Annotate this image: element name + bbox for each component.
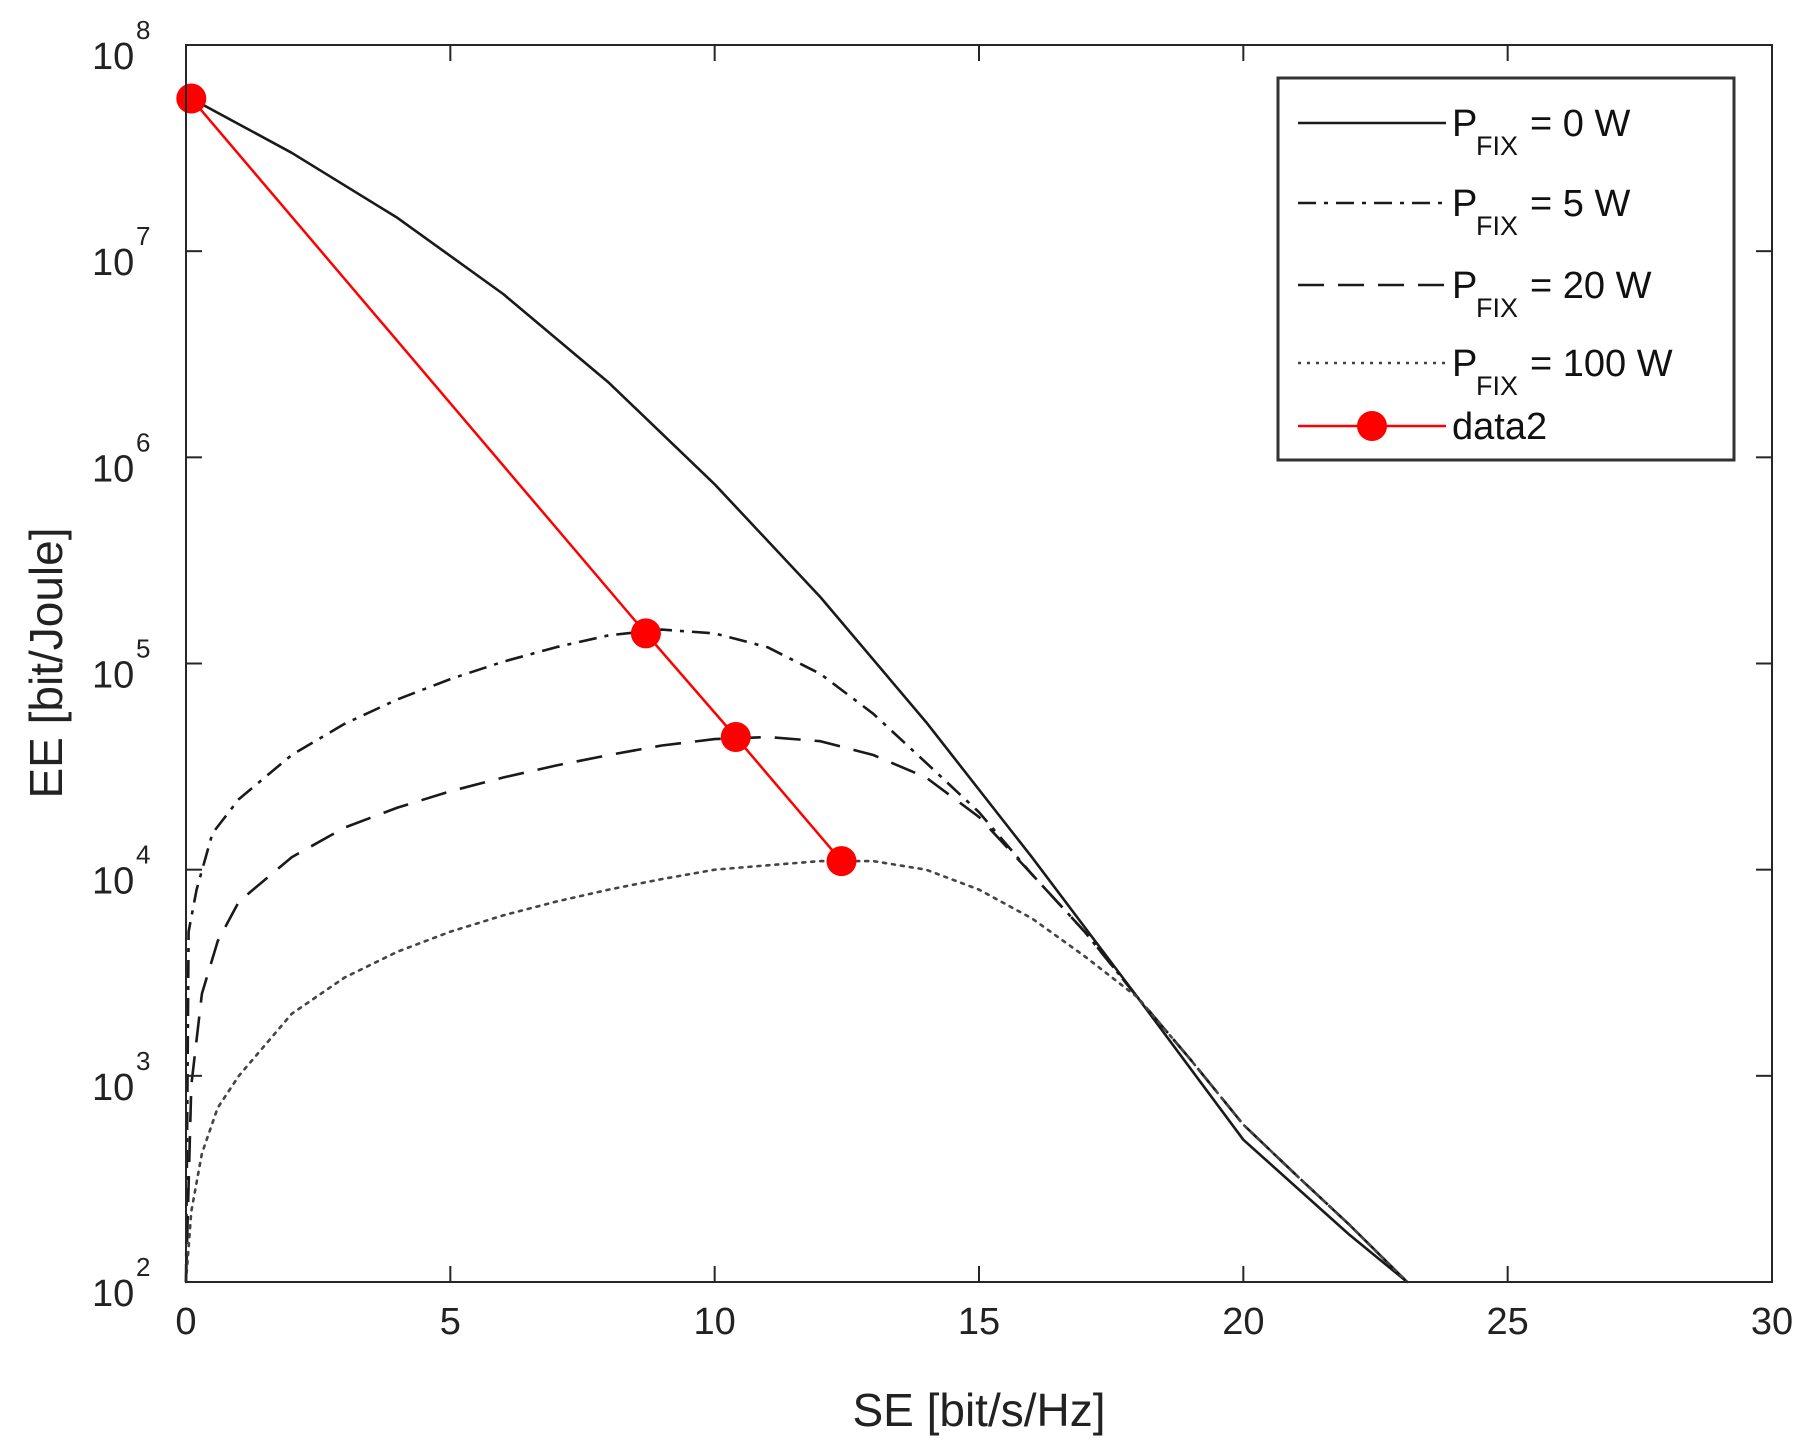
data-point-marker [176, 83, 207, 114]
series-line-2 [184, 735, 1409, 1283]
series-line-4 [190, 97, 843, 862]
y-tick-label-exponent: 7 [136, 221, 150, 251]
y-tick-label-base: 10 [92, 36, 134, 78]
legend-label-rest-0: = 0 W [1530, 103, 1630, 145]
y-tick-label-base: 10 [92, 1273, 134, 1315]
series-layer [176, 83, 1409, 1284]
y-tick-label-exponent: 5 [136, 634, 150, 664]
series-line-0 [190, 97, 1409, 1284]
y-tick-label-exponent: 4 [136, 840, 150, 870]
legend-label-1: P [1452, 183, 1477, 225]
y-tick-label-base: 10 [92, 1067, 134, 1109]
x-tick-label: 30 [1751, 1301, 1793, 1343]
legend-label-rest-2: = 20 W [1530, 265, 1652, 307]
x-tick-label: 0 [175, 1301, 196, 1343]
legend-box [1276, 76, 1736, 462]
x-tick-label: 25 [1487, 1301, 1529, 1343]
y-tick-label-exponent: 3 [136, 1046, 150, 1076]
data-point-marker [826, 846, 857, 877]
y-tick-label-base: 10 [92, 242, 134, 284]
y-tick-label-exponent: 8 [136, 15, 150, 45]
legend-label-rest-3: = 100 W [1530, 343, 1673, 385]
legend-label-3: P [1452, 343, 1477, 385]
legend-marker [1357, 411, 1387, 441]
legend-label-sub-1: FIX [1476, 211, 1518, 241]
x-tick-label: 10 [694, 1301, 736, 1343]
legend-label-sub-3: FIX [1476, 371, 1518, 401]
y-tick-label-base: 10 [92, 655, 134, 697]
y-tick-label-exponent: 2 [136, 1252, 150, 1282]
legend-label-2: P [1452, 265, 1477, 307]
y-tick-label-base: 10 [92, 448, 134, 490]
data-point-marker [630, 618, 661, 649]
legend-label-sub-0: FIX [1476, 131, 1518, 161]
legend-label-rest-1: = 5 W [1530, 183, 1630, 225]
x-tick-label: 15 [958, 1301, 1000, 1343]
y-axis-label: EE [bit/Joule] [20, 527, 72, 798]
x-axis-label: SE [bit/s/Hz] [852, 1384, 1105, 1436]
y-tick-label-exponent: 6 [136, 427, 150, 457]
data-point-marker [720, 722, 751, 752]
legend-label-sub-2: FIX [1476, 293, 1518, 323]
legend-label-4: data2 [1452, 406, 1547, 448]
y-tick-label-base: 10 [92, 861, 134, 903]
legend-label-0: P [1452, 103, 1477, 145]
series-line-3 [184, 859, 1409, 1284]
x-tick-label: 5 [440, 1301, 461, 1343]
x-tick-label: 20 [1222, 1301, 1264, 1343]
